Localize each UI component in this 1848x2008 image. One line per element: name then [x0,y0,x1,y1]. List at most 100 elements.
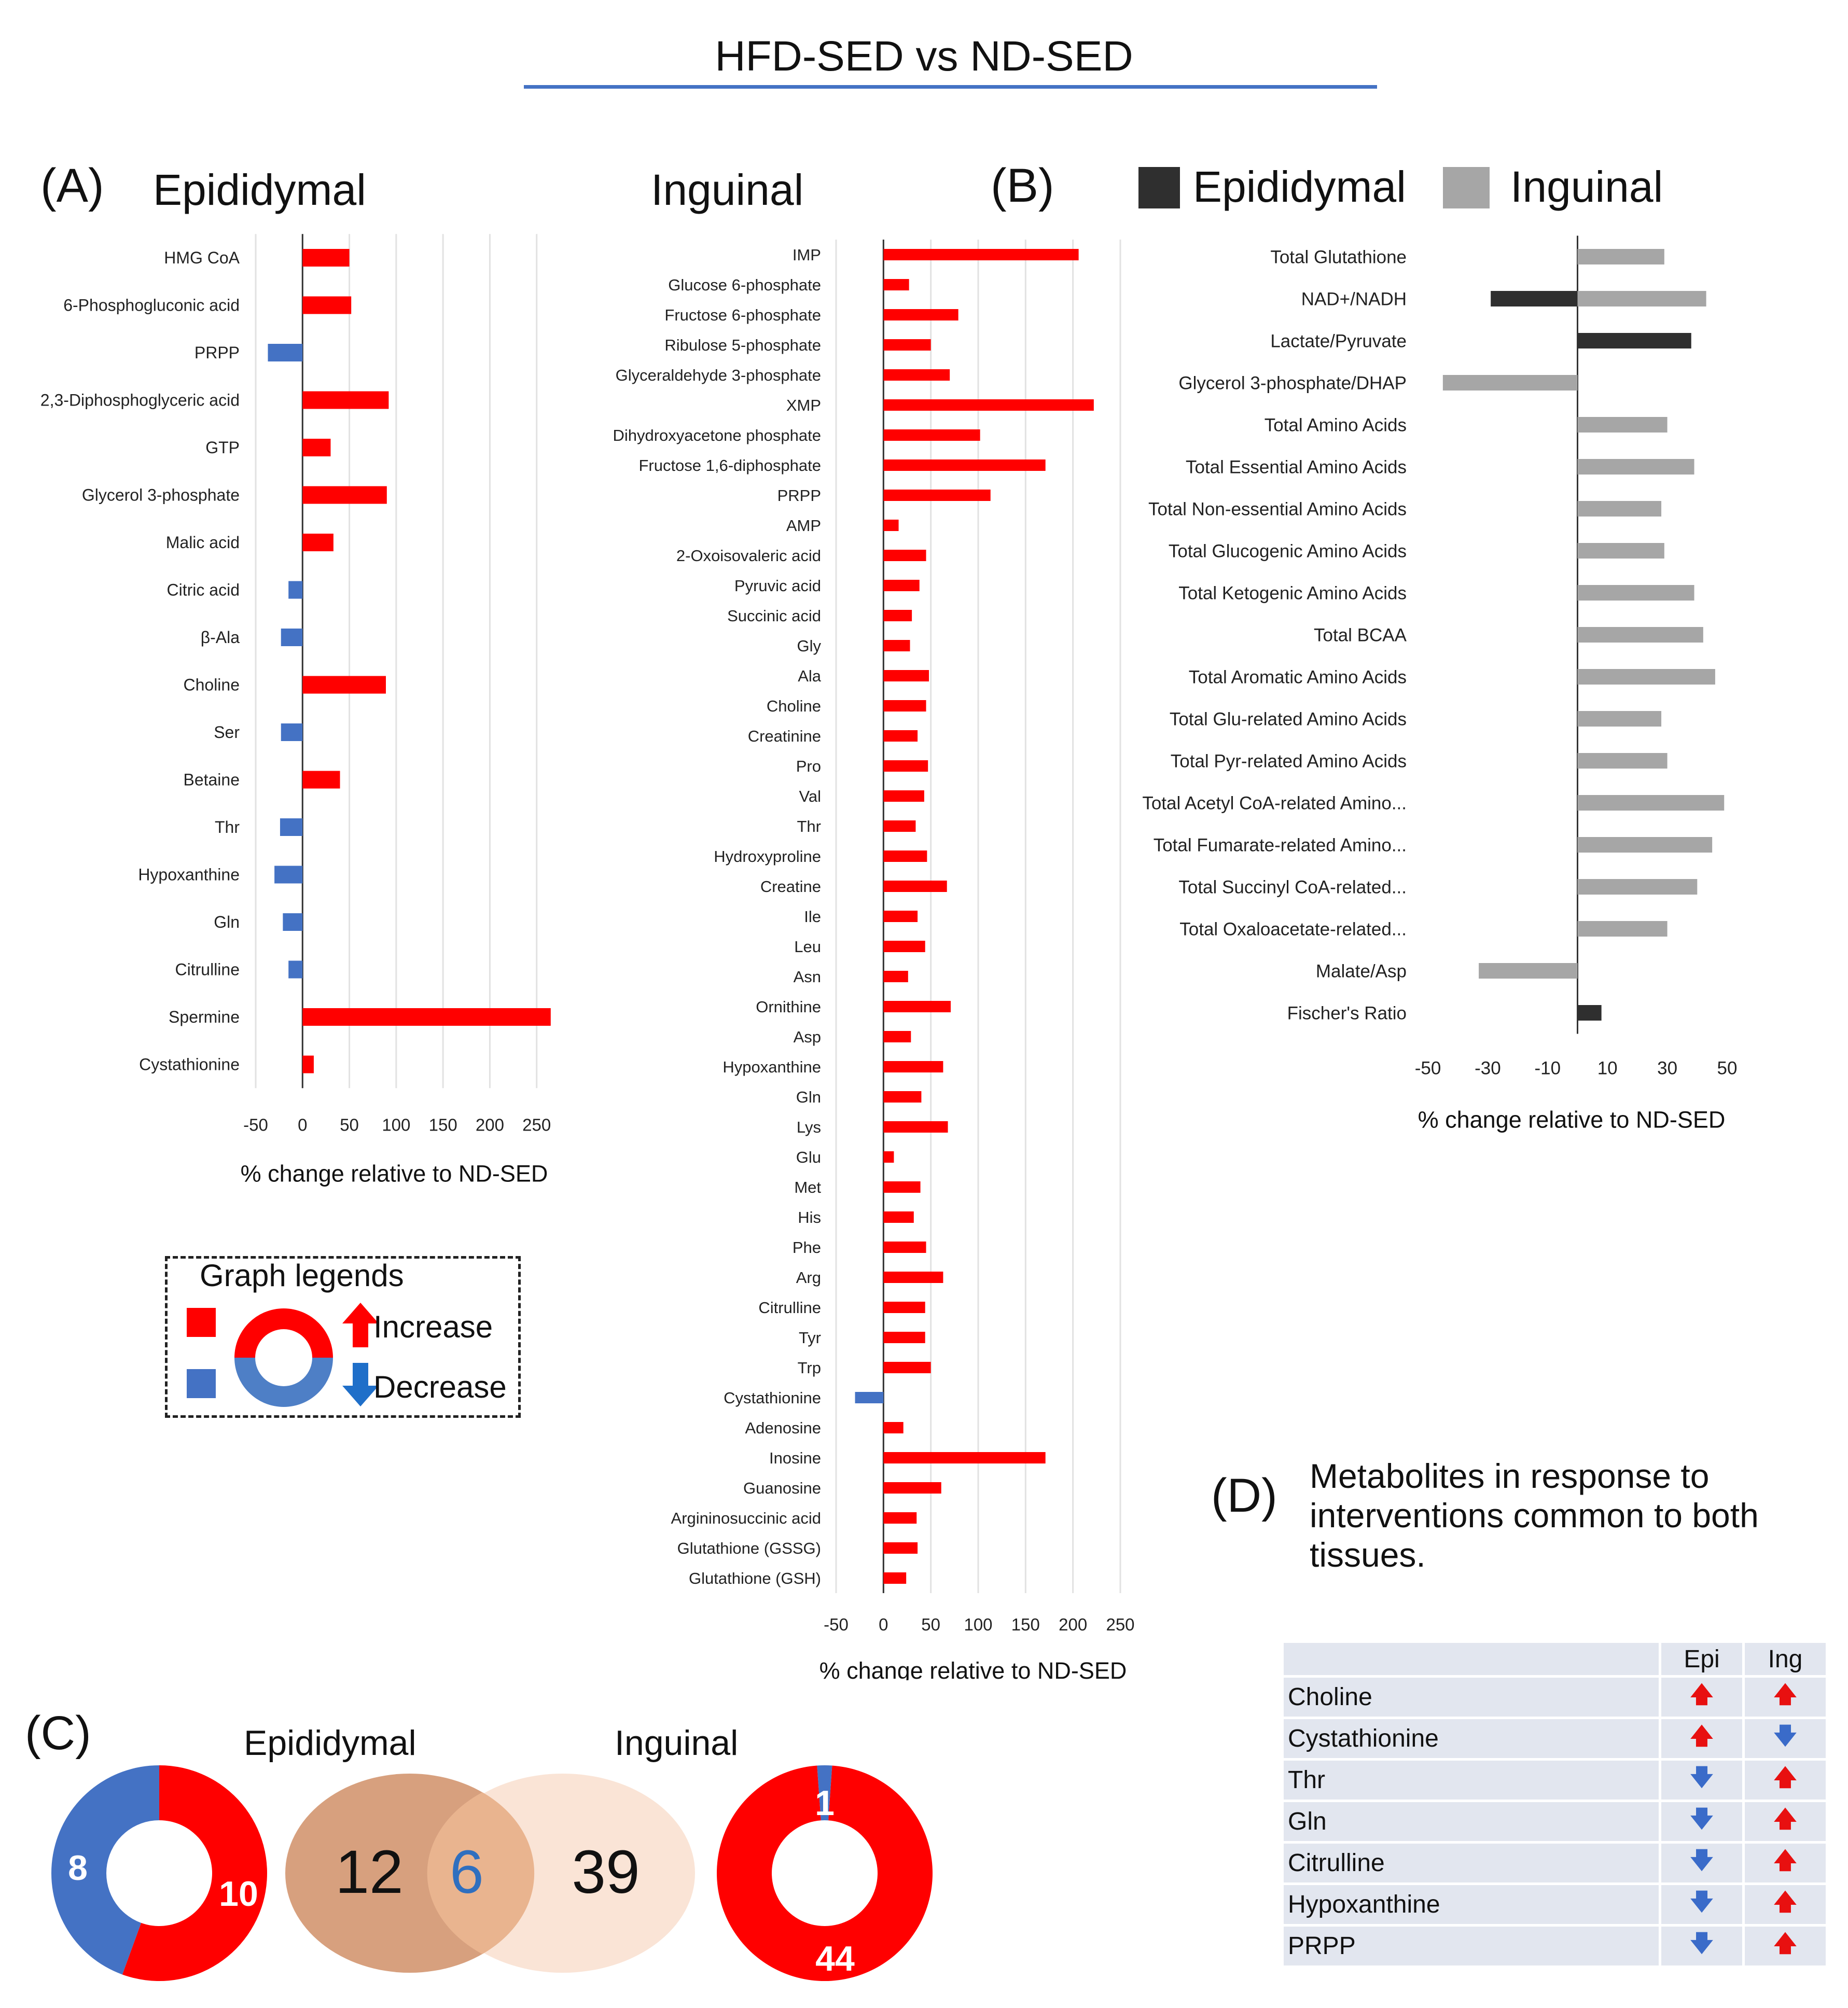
bar-inguinal-total-non-essential-amino-acids [1577,501,1662,517]
bar-inguinal-nad-nadh [1577,291,1706,306]
category-label: Ribulose 5-phosphate [664,336,821,354]
panel-d-title: Metabolites in response to interventions… [1310,1457,1759,1574]
bar-argininosuccinic-acid [883,1512,917,1524]
x-tick-label: 50 [340,1115,359,1134]
bar-ornithine [883,1001,951,1012]
bar-glutathione-gsh [883,1572,907,1584]
bar-inguinal-total-oxaloacetate-related [1577,921,1668,937]
category-label: Val [799,787,821,805]
bar-creatine [883,881,947,892]
bar-gln [283,913,303,931]
table-row: Gln 🡇 🡅 [1281,1800,1828,1844]
category-label: Total Oxaloacetate-related... [1179,919,1407,939]
legend-epididymal-swatch [1138,167,1180,208]
category-label: Total Essential Amino Acids [1186,457,1407,477]
up-arrow-icon: 🡅 [1742,1758,1828,1802]
bar-dihydroxyacetone-phosphate [883,429,980,441]
category-label: Dihydroxyacetone phosphate [613,426,821,444]
category-label: Glucose 6-phosphate [668,276,821,294]
bar-inguinal-glycerol-3-phosphate-dhap [1442,375,1578,391]
x-tick-label: 250 [1106,1615,1134,1634]
bar-fructose-6-phosphate [883,309,958,320]
category-label: Ser [214,723,240,742]
bar-fructose-1-6-diphosphate [883,459,1046,471]
panel-c-graphics: 8 10 12 6 39 1 44 [51,1765,933,1981]
decrease-arrow-icon [342,1363,379,1406]
epididymal-increase-count: 10 [219,1874,258,1914]
bar-tyr [883,1332,925,1343]
bar-pro [883,760,928,772]
epididymal-bar-chart: -50 0 50 100 150 200 250 HMG CoA 6-Phosphoglucon… [40,234,551,1187]
category-label: IMP [793,246,821,264]
legend-increase-label: Increase [373,1309,493,1344]
bar-ribulose-5-phosphate [883,339,931,351]
x-tick-label: 30 [1657,1058,1677,1079]
table-header-ing: Ing [1742,1640,1828,1678]
bar-hydroxyproline [883,850,927,862]
category-label: PRPP [194,343,240,362]
category-label: Leu [794,938,821,956]
category-label: Guanosine [743,1479,821,1497]
panel-d-label: (D) [1211,1469,1277,1522]
bar-2-oxoisovaleric-acid [883,550,926,561]
category-label: Total Glu-related Amino Acids [1170,709,1407,729]
bar-glutathione-gssg [883,1542,918,1554]
venn-epididymal-only-count: 12 [335,1838,403,1906]
bar-inguinal-total-bcaa [1577,627,1703,643]
category-label: Cystathionine [139,1055,240,1074]
bar-citric-acid [288,581,303,599]
category-label: Hydroxyproline [714,847,821,866]
bar-inguinal-total-essential-amino-acids [1577,459,1694,475]
category-label: Glutathione (GSSG) [677,1539,821,1557]
bar-glucose-6-phosphate [883,279,909,290]
increase-arrow-icon [342,1303,379,1347]
bar-choline [302,676,386,694]
x-tick-label: 0 [879,1615,888,1634]
bar-betaine [302,771,340,789]
panel-c-label: (C) [25,1707,91,1760]
graph-legend-title: Graph legends [200,1258,404,1293]
category-label: Creatinine [748,727,821,745]
bar-inguinal-malate-asp [1479,963,1578,979]
category-label: Lys [797,1118,821,1136]
category-label: Glycerol 3-phosphate [82,486,240,505]
metabolite-name: Hypoxanthine [1281,1882,1661,1927]
bar-prpp [883,490,991,501]
bar-inguinal-total-pyr-related-amino-acids [1577,753,1668,769]
category-label: Gly [797,637,822,655]
bar-gly [883,640,910,651]
category-label: Total Glutathione [1270,247,1407,267]
category-label: Cystathionine [724,1389,821,1407]
category-label: Malate/Asp [1316,961,1407,981]
decrease-segment [51,1765,160,1975]
increase-segment [716,1765,933,1981]
bar-epididymal-fischer-s-ratio [1577,1005,1602,1021]
category-label: Choline [767,697,821,715]
category-label: 2-Oxoisovaleric acid [676,547,821,565]
bar-epididymal-lactate-pyruvate [1577,333,1691,348]
table-row: Cystathionine 🡅 🡇 [1281,1717,1828,1761]
panel-a-epididymal-title: Epididymal [153,165,366,214]
category-label: Thr [215,818,240,836]
category-label: Gln [214,913,240,931]
bar-succinic-acid [883,610,912,621]
category-label: Ornithine [756,998,821,1016]
category-label: Hypoxanthine [722,1058,821,1076]
category-label: Lactate/Pyruvate [1270,331,1407,351]
category-label: Citrulline [175,960,240,979]
category-label: XMP [786,396,821,414]
x-tick-label: -50 [243,1115,268,1134]
category-label: Total Non-essential Amino Acids [1148,499,1407,519]
category-label: PRPP [777,486,821,505]
x-tick-label: 150 [429,1115,457,1134]
category-label: Trp [798,1359,821,1377]
bar-inguinal-total-glucogenic-amino-acids [1577,543,1664,559]
venn-inguinal-label: Inguinal [615,1723,739,1763]
bar-his [883,1211,914,1223]
bar-pyruvic-acid [883,580,920,591]
bar-prpp [268,344,303,361]
common-metabolites-table: Epi Ing Choline 🡅 🡅 Cystathionine 🡅 🡇 Thr 🡇 🡅 Gln 🡇 🡅… [1281,1640,1828,1968]
category-label: AMP [786,517,821,535]
inguinal-decrease-count: 1 [815,1783,835,1823]
down-arrow-icon: 🡇 [1659,1758,1745,1802]
